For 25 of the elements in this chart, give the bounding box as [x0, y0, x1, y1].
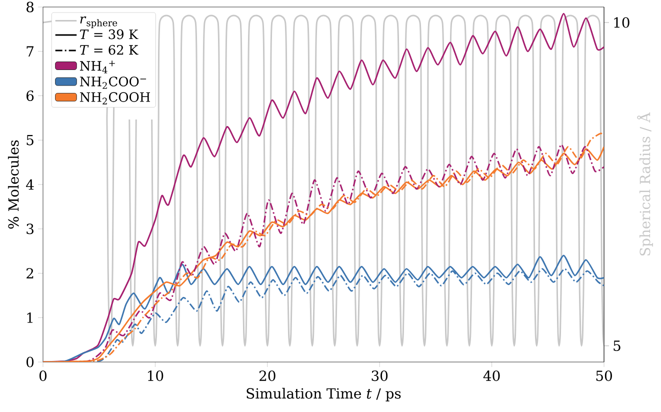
legend-label: NH$_{2}$COOH [80, 92, 150, 104]
legend-label: NH$_{4}$+ [80, 60, 115, 74]
x-tick-label: 10 [148, 370, 164, 382]
x-tick-label: 0 [39, 370, 47, 382]
y-tick-label: 7 [26, 46, 34, 56]
y-tick-label: 1 [27, 312, 32, 323]
legend-label: T = 39 K [80, 29, 138, 40]
x-axis-title: Simulation Time t / ps [246, 388, 401, 402]
series-label: r$_{sphere}$ [80, 16, 118, 28]
y-tick-label: 0 [26, 356, 34, 368]
x-tick-label: 30 [372, 370, 388, 382]
legend-label: T = 62 K [80, 44, 138, 55]
y2-tick-label: 10 [614, 17, 630, 28]
x-tick-label: 40 [483, 370, 500, 382]
y-tick-label: 2 [26, 268, 34, 278]
legend-label: NH$_{2}$COO$^{−}$ [80, 76, 146, 89]
y2-tick-label: 5 [614, 340, 620, 352]
y-tick-label: 4 [26, 179, 34, 190]
x-tick-label: 20 [259, 370, 276, 382]
y-tick-label: 8 [26, 2, 34, 12]
y-tick-label: 3 [26, 224, 34, 234]
y-tick-label: 5 [26, 134, 34, 146]
y-tick-label: 6 [26, 90, 34, 102]
y-axis-title: % Molecules [8, 140, 19, 229]
x-tick-label: 50 [596, 370, 612, 382]
